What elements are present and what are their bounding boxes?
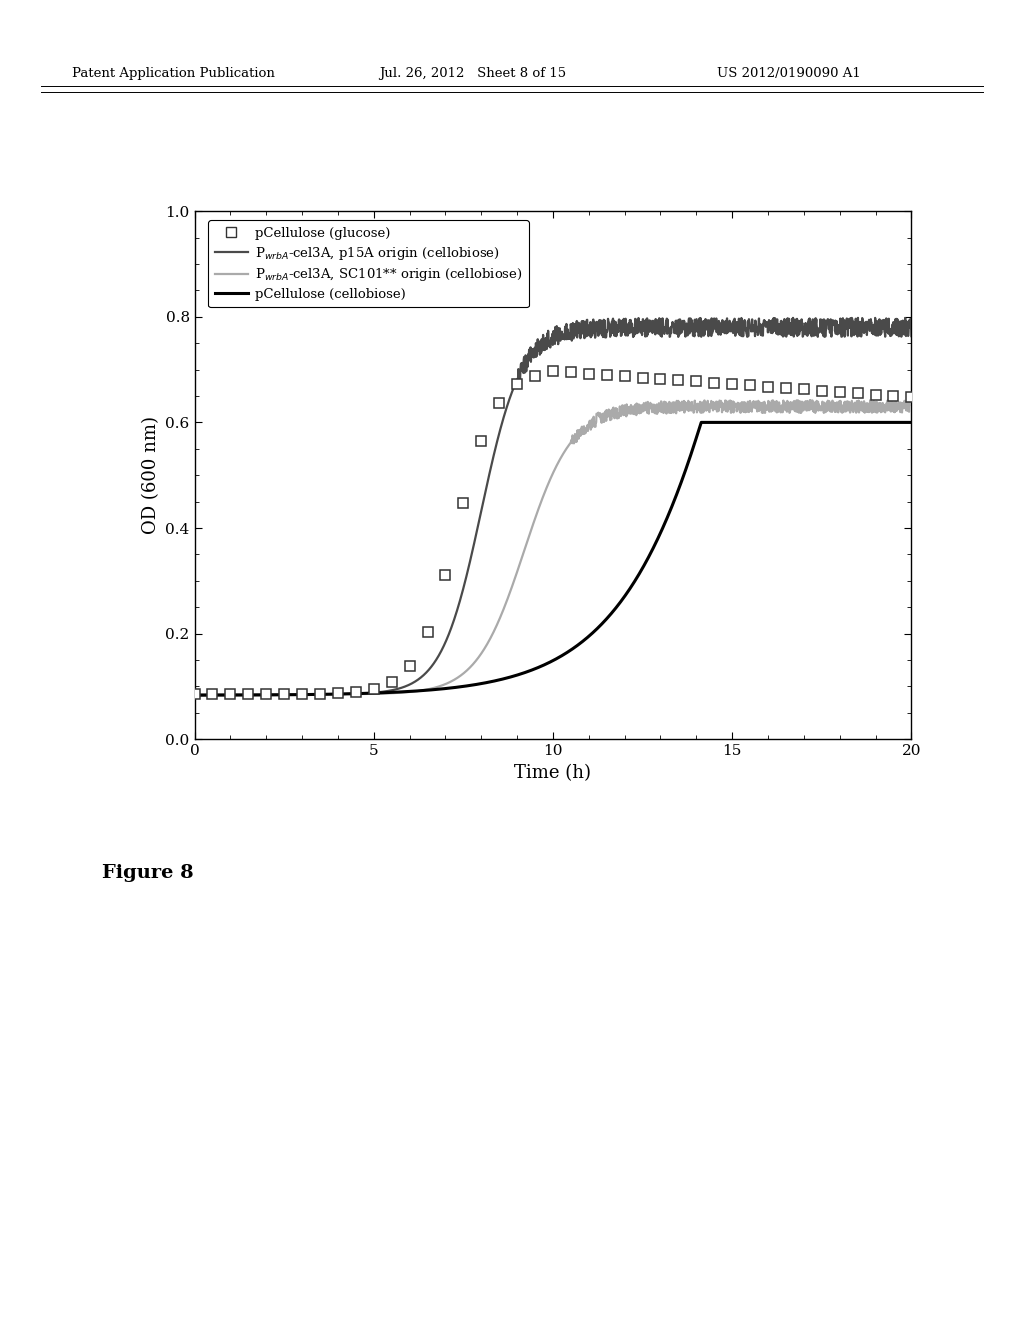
Text: US 2012/0190090 A1: US 2012/0190090 A1 [717, 67, 860, 81]
Text: Jul. 26, 2012   Sheet 8 of 15: Jul. 26, 2012 Sheet 8 of 15 [379, 67, 566, 81]
Text: Patent Application Publication: Patent Application Publication [72, 67, 274, 81]
X-axis label: Time (h): Time (h) [514, 763, 592, 781]
Text: Figure 8: Figure 8 [102, 863, 194, 882]
Y-axis label: OD (600 nm): OD (600 nm) [142, 416, 160, 535]
Legend: pCellulose (glucose), P$_{wrbA}$-cel3A, p15A origin (cellobiose), P$_{wrbA}$-cel: pCellulose (glucose), P$_{wrbA}$-cel3A, … [208, 220, 528, 308]
